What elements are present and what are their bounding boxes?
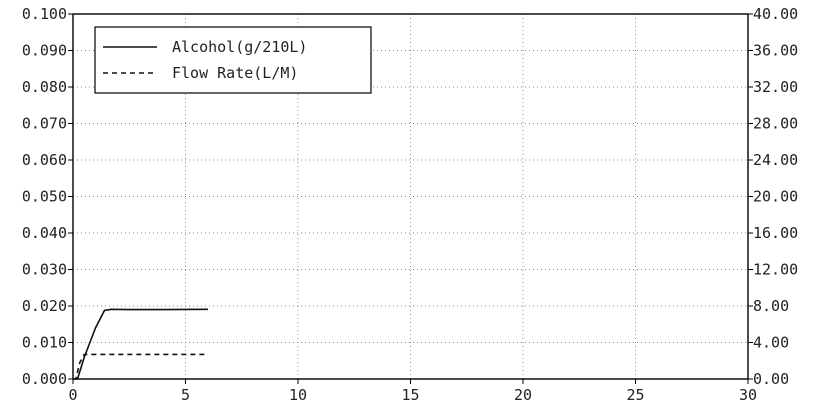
right-tick-label: 24.00: [753, 151, 798, 169]
legend: Alcohol(g/210L) Flow Rate(L/M): [94, 26, 372, 94]
left-tick-label: 0.010: [22, 334, 67, 352]
left-y-axis-ticks: 0.000 0.010 0.020 0.030 0.040 0.050 0.060 0.070…: [22, 5, 73, 388]
left-tick-label: 0.000: [22, 370, 67, 388]
right-tick-label: 0.00: [753, 370, 789, 388]
left-tick-label: 0.040: [22, 224, 67, 242]
right-tick-label: 16.00: [753, 224, 798, 242]
series-line-alcohol: [73, 308, 209, 380]
legend-label-flow-rate: Flow Rate(L/M): [172, 64, 298, 82]
x-tick-label: 10: [289, 386, 307, 404]
left-tick-label: 0.080: [22, 78, 67, 96]
right-tick-label: 32.00: [753, 78, 798, 96]
x-tick-label: 5: [181, 386, 190, 404]
legend-box: [94, 26, 372, 94]
left-tick-label: 0.050: [22, 188, 67, 206]
x-tick-label: 15: [401, 386, 419, 404]
left-tick-label: 0.030: [22, 261, 67, 279]
right-tick-label: 12.00: [753, 261, 798, 279]
right-tick-label: 4.00: [753, 334, 789, 352]
right-tick-label: 8.00: [753, 297, 789, 315]
right-tick-label: 36.00: [753, 42, 798, 60]
right-tick-label: 20.00: [753, 188, 798, 206]
left-tick-label: 0.100: [22, 5, 67, 23]
x-tick-label: 20: [514, 386, 532, 404]
x-axis-ticks: 0 5 10 15 20 25 30: [68, 379, 757, 404]
left-tick-label: 0.090: [22, 42, 67, 60]
x-tick-label: 0: [68, 386, 77, 404]
x-tick-label: 30: [739, 386, 757, 404]
x-tick-label: 25: [626, 386, 644, 404]
legend-label-alcohol: Alcohol(g/210L): [172, 38, 307, 56]
series-lines: [73, 308, 209, 380]
right-tick-label: 28.00: [753, 115, 798, 133]
series-line-flow-rate: [73, 353, 208, 380]
left-tick-label: 0.060: [22, 151, 67, 169]
left-tick-label: 0.020: [22, 297, 67, 315]
left-tick-label: 0.070: [22, 115, 67, 133]
right-y-axis-ticks: 0.00 4.00 8.00 12.00 16.00 20.00 24.00 28.00 32.…: [748, 5, 798, 388]
right-tick-label: 40.00: [753, 5, 798, 23]
